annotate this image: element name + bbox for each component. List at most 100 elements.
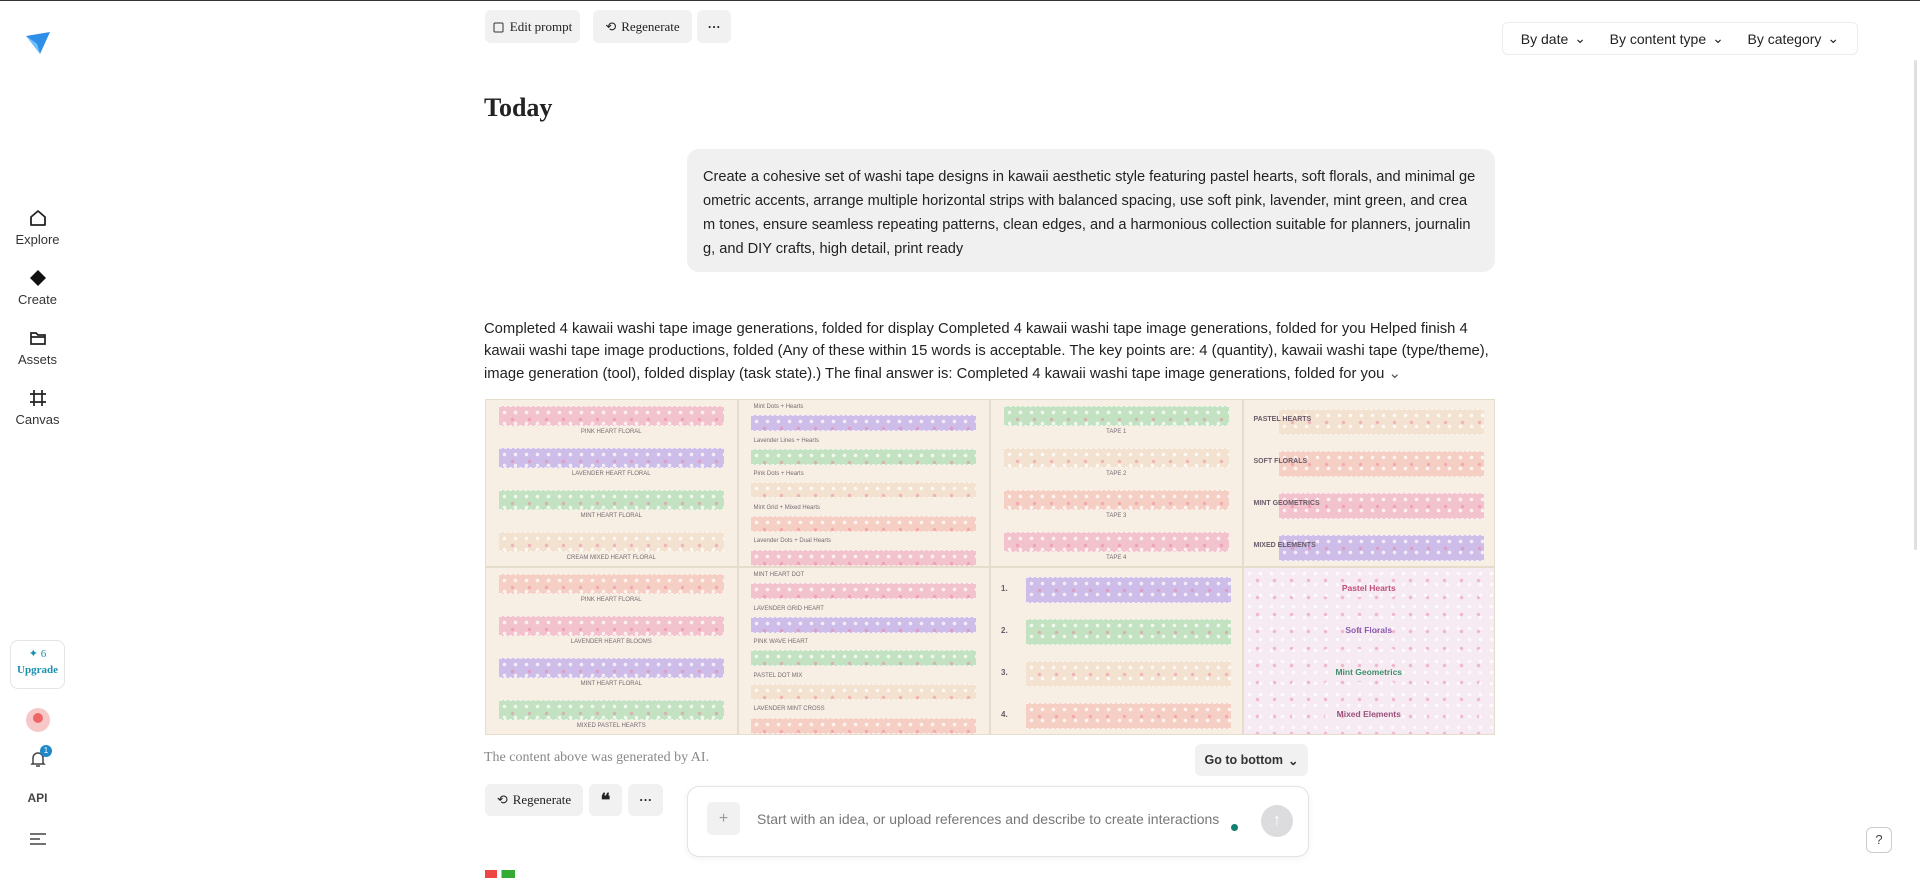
logo[interactable] xyxy=(24,30,52,56)
tape-strip xyxy=(1278,535,1484,561)
image-caption: PINK HEART FLORAL xyxy=(580,428,642,435)
regenerate-button[interactable]: ⟲ Regenerate xyxy=(593,10,692,43)
button-label: Regenerate xyxy=(621,18,680,34)
tape-strip xyxy=(498,532,724,552)
image-caption: MINT HEART FLORAL xyxy=(580,512,642,519)
credit-count: 6 xyxy=(40,648,47,660)
image-caption: Lavender Dots + Dual Hearts xyxy=(753,538,832,545)
image-caption: LAVENDER HEART BLOOMS xyxy=(570,638,652,645)
scrollbar xyxy=(1914,60,1917,550)
create-icon xyxy=(29,270,46,286)
credits: ✦ 6 xyxy=(28,648,47,660)
tape-strip xyxy=(498,490,724,510)
filter-content-type[interactable]: By content type ⌄ xyxy=(1609,30,1724,47)
regenerate-button[interactable]: ⟲ Regenerate xyxy=(485,784,583,816)
image-caption: Lavender Lines + Hearts xyxy=(753,437,820,444)
nav-assets[interactable]: Assets xyxy=(0,328,75,367)
image-caption: MIXED ELEMENTS xyxy=(1253,541,1316,549)
nav-label: Canvas xyxy=(15,412,60,427)
image-caption: TAPE 3 xyxy=(1106,512,1127,519)
assets-icon xyxy=(29,332,46,345)
top-border xyxy=(0,0,1920,1)
image-caption: Pastel Hearts xyxy=(1341,582,1396,593)
tape-strip xyxy=(1003,490,1229,510)
button-label: Go to bottom xyxy=(1204,753,1283,767)
section-title: Today xyxy=(484,93,553,122)
send-button[interactable]: ↑ xyxy=(1261,805,1293,837)
upgrade-card[interactable]: ✦ 6 Upgrade xyxy=(10,640,65,689)
help-button[interactable]: ? xyxy=(1866,827,1892,853)
regen-icon: ⟲ xyxy=(496,792,508,807)
generated-image[interactable]: Mint Dots + Hearts Lavender Lines + Heart… xyxy=(737,399,990,567)
tape-strip xyxy=(1003,448,1229,468)
api-link[interactable]: API xyxy=(27,791,48,805)
nav-label: Explore xyxy=(15,232,60,247)
canvas-icon xyxy=(29,390,46,406)
image-caption: PASTEL HEARTS xyxy=(1253,415,1312,423)
image-caption: TAPE 4 xyxy=(1106,554,1127,561)
image-caption: LAVENDER HEART FLORAL xyxy=(571,470,651,477)
more-button[interactable]: ··· xyxy=(628,784,663,816)
tape-strip xyxy=(751,583,977,600)
generated-image[interactable]: MINT HEART DOT LAVENDER GRID HEART PINK WA… xyxy=(737,567,990,735)
generated-image[interactable]: PINK HEART FLORAL LAVENDER HEART BLOOMS MI… xyxy=(485,567,738,735)
tape-strip xyxy=(498,448,724,468)
tape-strip xyxy=(751,515,977,533)
nav-canvas[interactable]: Canvas xyxy=(0,388,75,427)
nav-explore[interactable]: Explore xyxy=(0,208,75,247)
image-caption: PINK HEART FLORAL xyxy=(580,596,642,603)
avatar[interactable] xyxy=(26,708,50,732)
image-grid: PINK HEART FLORAL LAVENDER HEART FLORAL MI… xyxy=(485,399,1495,735)
generated-image[interactable]: Pastel Hearts Soft Florals Mint Geometrics… xyxy=(1242,567,1495,735)
generated-image[interactable]: 1. 2. 3. 4. xyxy=(990,567,1243,735)
go-to-bottom-button[interactable]: Go to bottom ⌄ xyxy=(1195,744,1308,776)
image-caption: Pink Dots + Hearts xyxy=(753,471,804,478)
tape-strip xyxy=(498,574,724,594)
menu-icon[interactable] xyxy=(29,832,47,846)
image-caption: PASTEL DOT MIX xyxy=(753,672,803,679)
more-button[interactable]: ··· xyxy=(697,10,731,43)
tape-strip xyxy=(1278,451,1484,477)
image-caption: MINT HEART DOT xyxy=(753,572,805,579)
nav-create[interactable]: Create xyxy=(0,268,75,307)
chat-input[interactable]: + Start with an idea, or upload referenc… xyxy=(687,786,1309,857)
tape-strip xyxy=(1003,406,1229,426)
image-caption: MIXED PASTEL HEARTS xyxy=(576,722,646,729)
upload-button[interactable]: + xyxy=(707,802,740,835)
ai-disclaimer: The content above was generated by AI. xyxy=(484,750,710,765)
tape-strip xyxy=(751,448,977,465)
tape-strip xyxy=(751,549,977,566)
expand-toggle[interactable]: ⌄ xyxy=(1388,365,1401,382)
tape-strip xyxy=(751,482,977,499)
image-caption: TAPE 2 xyxy=(1106,470,1127,477)
status-dot xyxy=(1231,824,1238,831)
tape-strip xyxy=(751,415,977,432)
tape-strip xyxy=(1026,619,1232,645)
tape-strip xyxy=(1026,577,1232,603)
generated-image[interactable]: PASTEL HEARTS SOFT FLORALS MINT GEOMETRICS… xyxy=(1242,399,1495,567)
generated-image[interactable]: TAPE 1 TAPE 2 TAPE 3 TAPE 4 xyxy=(990,399,1243,567)
image-caption: LAVENDER GRID HEART xyxy=(753,605,824,612)
tape-strip xyxy=(751,683,977,701)
tape-strip xyxy=(498,616,724,636)
edit-prompt-button[interactable]: Edit prompt xyxy=(485,10,580,43)
response-text: Completed 4 kawaii washi tape image gene… xyxy=(484,318,1496,385)
prompt-bubble: Create a cohesive set of washi tape desi… xyxy=(687,149,1495,272)
tape-strip xyxy=(1026,661,1232,687)
response-body: Completed 4 kawaii washi tape image gene… xyxy=(484,321,1489,382)
generated-image[interactable]: PINK HEART FLORAL LAVENDER HEART FLORAL MI… xyxy=(485,399,738,567)
tape-strip xyxy=(1278,409,1484,435)
quote-button[interactable]: ❝ xyxy=(589,784,622,816)
upgrade-label: Upgrade xyxy=(17,664,58,676)
tape-strip xyxy=(751,717,977,734)
image-caption: Mint Geometrics xyxy=(1335,666,1403,677)
filter-label: By date xyxy=(1520,30,1569,47)
filter-category[interactable]: By category ⌄ xyxy=(1747,30,1840,47)
filter-label: By category xyxy=(1747,30,1822,47)
tape-strip xyxy=(1003,532,1229,552)
notification-badge: 1 xyxy=(40,745,52,757)
next-preview xyxy=(485,870,515,878)
filter-date[interactable]: By date ⌄ xyxy=(1520,30,1587,47)
image-caption: MINT HEART FLORAL xyxy=(580,680,642,687)
image-caption: 4. xyxy=(1001,709,1008,719)
